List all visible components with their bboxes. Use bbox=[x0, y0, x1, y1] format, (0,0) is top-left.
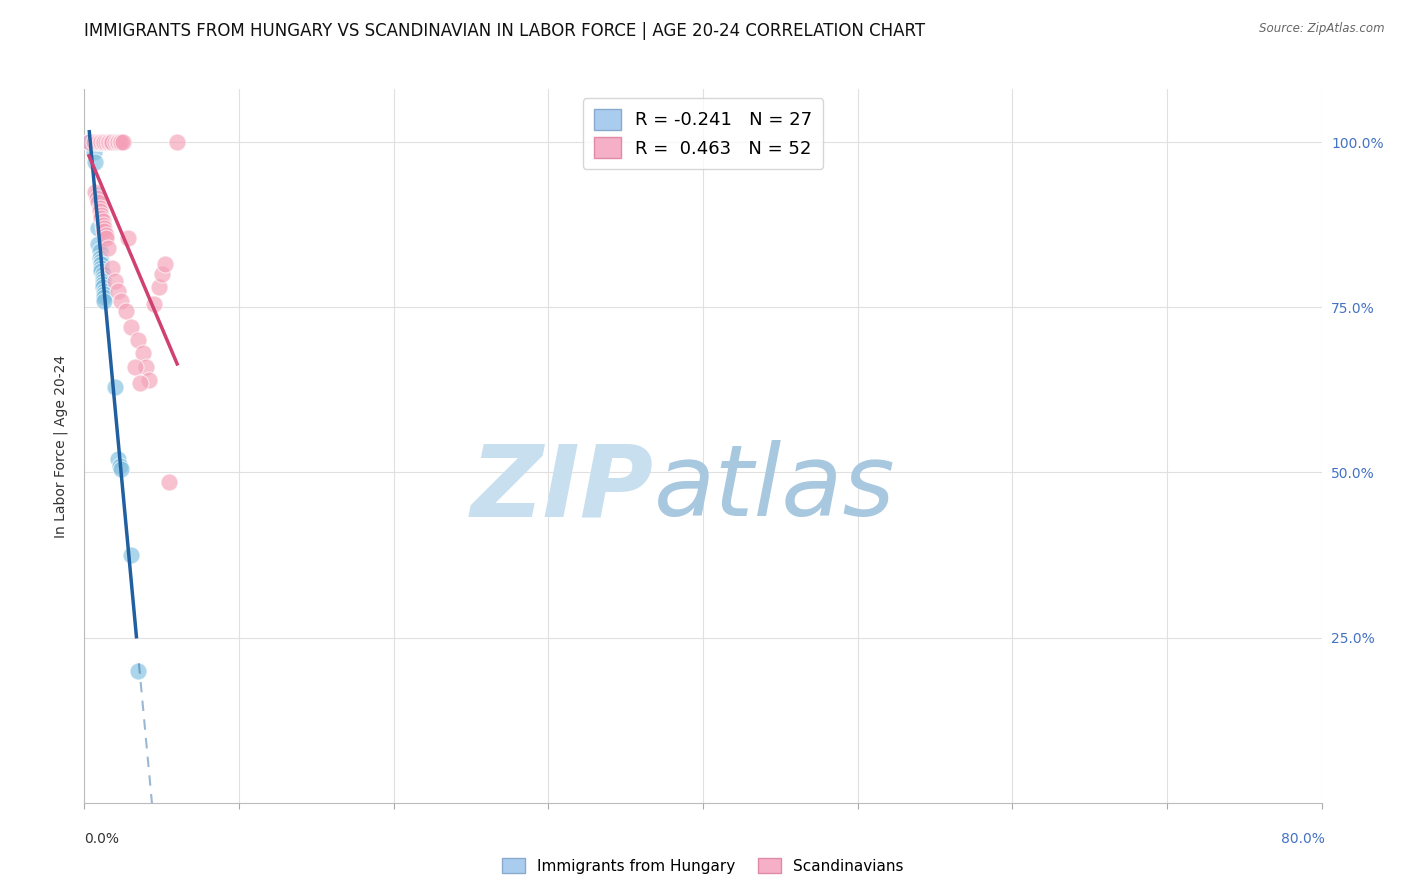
Point bbox=[84, 185, 107, 199]
Legend: Immigrants from Hungary, Scandinavians: Immigrants from Hungary, Scandinavians bbox=[496, 852, 910, 880]
Point bbox=[93, 221, 115, 235]
Text: Source: ZipAtlas.com: Source: ZipAtlas.com bbox=[1260, 22, 1385, 36]
Point bbox=[128, 333, 150, 347]
Point bbox=[93, 135, 115, 149]
Point bbox=[87, 135, 110, 149]
Point bbox=[120, 548, 142, 562]
Point bbox=[87, 194, 110, 209]
Point bbox=[104, 274, 127, 288]
Point bbox=[90, 208, 112, 222]
Point bbox=[124, 359, 146, 374]
Point bbox=[89, 135, 111, 149]
Point bbox=[91, 270, 114, 285]
Point bbox=[132, 346, 155, 360]
Point bbox=[115, 303, 138, 318]
Point bbox=[107, 284, 129, 298]
Point bbox=[77, 135, 100, 149]
Point bbox=[101, 135, 124, 149]
Point bbox=[87, 221, 110, 235]
Point bbox=[120, 320, 142, 334]
Point bbox=[89, 201, 111, 215]
Point bbox=[93, 287, 115, 301]
Point bbox=[107, 452, 129, 467]
Point bbox=[148, 280, 170, 294]
Legend: R = -0.241   N = 27, R =  0.463   N = 52: R = -0.241 N = 27, R = 0.463 N = 52 bbox=[583, 98, 823, 169]
Point bbox=[86, 135, 108, 149]
Point bbox=[100, 135, 122, 149]
Point bbox=[129, 376, 152, 391]
Point bbox=[89, 244, 111, 258]
Point bbox=[112, 135, 135, 149]
Point bbox=[87, 237, 110, 252]
Y-axis label: In Labor Force | Age 20-24: In Labor Force | Age 20-24 bbox=[53, 354, 69, 538]
Point bbox=[93, 224, 115, 238]
Point bbox=[104, 135, 127, 149]
Text: 80.0%: 80.0% bbox=[1281, 832, 1324, 846]
Point bbox=[90, 254, 112, 268]
Point bbox=[138, 373, 160, 387]
Point bbox=[84, 154, 107, 169]
Point bbox=[90, 264, 112, 278]
Text: 0.0%: 0.0% bbox=[84, 832, 120, 846]
Text: atlas: atlas bbox=[654, 441, 896, 537]
Point bbox=[90, 135, 112, 149]
Point bbox=[143, 297, 166, 311]
Point bbox=[107, 135, 129, 149]
Point bbox=[93, 290, 115, 304]
Point bbox=[90, 211, 112, 225]
Point bbox=[90, 260, 112, 275]
Point bbox=[91, 277, 114, 292]
Point bbox=[86, 191, 108, 205]
Point bbox=[97, 241, 120, 255]
Point bbox=[83, 135, 105, 149]
Point bbox=[91, 267, 114, 281]
Point bbox=[86, 188, 108, 202]
Point bbox=[108, 135, 131, 149]
Point bbox=[90, 257, 112, 271]
Point bbox=[77, 135, 100, 149]
Point bbox=[89, 204, 111, 219]
Point bbox=[159, 475, 181, 490]
Point bbox=[94, 231, 117, 245]
Point bbox=[117, 231, 139, 245]
Point bbox=[128, 664, 150, 678]
Point bbox=[98, 135, 121, 149]
Point bbox=[93, 284, 115, 298]
Point bbox=[83, 145, 105, 159]
Point bbox=[91, 214, 114, 228]
Point bbox=[153, 257, 176, 271]
Point bbox=[110, 462, 132, 476]
Point bbox=[93, 293, 115, 308]
Point bbox=[89, 251, 111, 265]
Text: ZIP: ZIP bbox=[471, 441, 654, 537]
Point bbox=[91, 218, 114, 232]
Point bbox=[105, 135, 128, 149]
Point bbox=[101, 260, 124, 275]
Point bbox=[91, 135, 114, 149]
Point bbox=[104, 379, 127, 393]
Point bbox=[110, 293, 132, 308]
Point bbox=[150, 267, 173, 281]
Point bbox=[108, 458, 131, 473]
Text: IMMIGRANTS FROM HUNGARY VS SCANDINAVIAN IN LABOR FORCE | AGE 20-24 CORRELATION C: IMMIGRANTS FROM HUNGARY VS SCANDINAVIAN … bbox=[84, 22, 925, 40]
Point bbox=[91, 274, 114, 288]
Point bbox=[94, 227, 117, 242]
Point bbox=[135, 359, 157, 374]
Point bbox=[91, 280, 114, 294]
Point bbox=[94, 135, 117, 149]
Point bbox=[166, 135, 188, 149]
Point bbox=[97, 135, 120, 149]
Point bbox=[110, 135, 132, 149]
